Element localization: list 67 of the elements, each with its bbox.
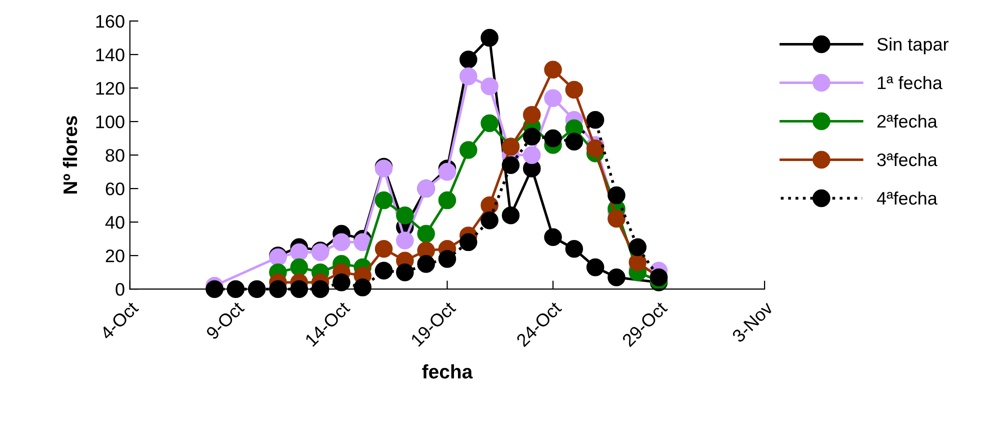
point <box>502 156 520 174</box>
point <box>459 233 478 252</box>
point <box>290 258 308 276</box>
point <box>374 240 393 258</box>
point <box>586 258 604 276</box>
point <box>522 146 541 164</box>
point <box>396 232 414 250</box>
point <box>290 280 308 298</box>
point <box>354 233 372 252</box>
legend-label: 3ªfecha <box>877 152 938 166</box>
point <box>608 210 626 228</box>
point <box>396 263 414 282</box>
point <box>459 67 478 86</box>
point <box>417 224 435 243</box>
legend-label: 1ª fecha <box>878 76 942 90</box>
point <box>608 186 626 204</box>
point <box>374 262 393 280</box>
point <box>544 129 562 148</box>
legend-label: 4ªfecha <box>876 191 938 205</box>
point <box>480 77 498 96</box>
legend-label: 2ªfecha <box>877 114 938 128</box>
point <box>544 228 562 246</box>
x-axis-title: fecha <box>422 364 473 379</box>
point <box>438 250 456 268</box>
y-tick-label: 160 <box>96 14 124 28</box>
y-tick-label: 60 <box>106 182 124 196</box>
point <box>396 206 414 224</box>
point <box>480 114 498 132</box>
point <box>438 162 456 181</box>
y-tick-label: 120 <box>96 82 124 95</box>
point <box>332 233 350 252</box>
point <box>459 141 478 159</box>
point <box>438 191 456 210</box>
point <box>332 273 350 292</box>
y-tick-label: 100 <box>96 115 124 128</box>
point <box>565 240 584 258</box>
point <box>226 280 245 298</box>
point <box>628 238 647 256</box>
point <box>544 89 562 107</box>
point <box>628 253 647 272</box>
y-tick-label: 40 <box>105 216 124 229</box>
point <box>502 206 520 224</box>
point <box>522 128 541 146</box>
point <box>565 132 584 151</box>
point <box>290 243 308 262</box>
y-axis-title: Nº flores <box>62 116 78 194</box>
legend-label: Sin tapar <box>877 37 948 54</box>
point <box>354 278 372 296</box>
point <box>480 212 498 230</box>
y-tick-label: 80 <box>106 148 124 162</box>
point <box>417 255 435 273</box>
point <box>565 80 584 99</box>
y-tick-label: 140 <box>96 48 124 62</box>
point <box>248 280 266 298</box>
point <box>586 139 604 158</box>
point <box>522 106 541 124</box>
point <box>269 280 287 298</box>
point <box>544 60 562 78</box>
point <box>206 280 224 298</box>
point <box>608 268 626 286</box>
point <box>586 110 604 129</box>
point <box>480 28 498 47</box>
point <box>311 280 330 298</box>
y-tick-label: 20 <box>106 250 124 262</box>
y-tick-label: 0 <box>116 283 124 296</box>
point <box>459 50 478 68</box>
point <box>374 191 393 210</box>
